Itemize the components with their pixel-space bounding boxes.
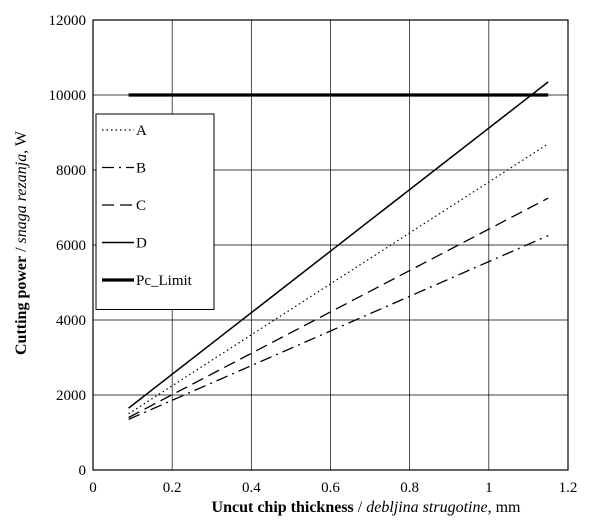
y-axis-label-translation: snaga rezanja: [13, 154, 30, 244]
x-tick-label: 0: [89, 480, 97, 496]
x-tick-label: 1: [485, 480, 493, 496]
series-lines: [128, 81, 549, 420]
y-axis-label: Cutting power / snaga rezanja, W: [13, 130, 30, 355]
series-line-c: [128, 197, 549, 419]
x-tick-label: 0.2: [163, 480, 182, 496]
legend: A B C D Pc_Limit: [95, 113, 215, 310]
series-line-d: [128, 81, 549, 409]
x-axis-label-translation: debljina strugotine: [366, 499, 487, 516]
legend-box: [95, 113, 215, 310]
series-line-b: [128, 235, 549, 420]
plot-frame: [92, 19, 569, 471]
legend-label: D: [136, 236, 147, 252]
x-tick-labels: 0 0.2 0.4 0.6 0.8 1 1.2: [89, 480, 577, 496]
x-tick-label: 1.2: [559, 480, 578, 496]
legend-label: C: [136, 198, 146, 214]
y-axis-label-separator: /: [13, 243, 30, 255]
y-tick-labels: 0 2000 4000 6000 8000 10000 12000: [49, 13, 87, 479]
x-axis-label-unit: , mm: [488, 499, 521, 516]
y-tick-label: 10000: [49, 88, 87, 104]
y-axis-label-unit: , W: [13, 130, 30, 154]
legend-label: B: [136, 161, 146, 177]
legend-label: Pc_Limit: [136, 273, 193, 289]
y-axis-label-main: Cutting power: [13, 256, 30, 355]
x-axis-label: Uncut chip thickness / debljina strugoti…: [212, 499, 521, 516]
y-tick-label: 12000: [49, 13, 87, 29]
x-tick-label: 0.8: [400, 480, 419, 496]
x-tick-label: 0.4: [242, 480, 261, 496]
y-tick-label: 2000: [56, 388, 86, 404]
x-axis-label-main: Uncut chip thickness: [212, 499, 354, 516]
x-axis-label-separator: /: [354, 499, 366, 516]
legend-label: A: [136, 123, 147, 139]
y-tick-label: 6000: [56, 238, 86, 254]
y-tick-label: 8000: [56, 163, 86, 179]
y-tick-label: 0: [79, 463, 87, 479]
x-tick-label: 0.6: [321, 480, 340, 496]
y-tick-label: 4000: [56, 313, 86, 329]
